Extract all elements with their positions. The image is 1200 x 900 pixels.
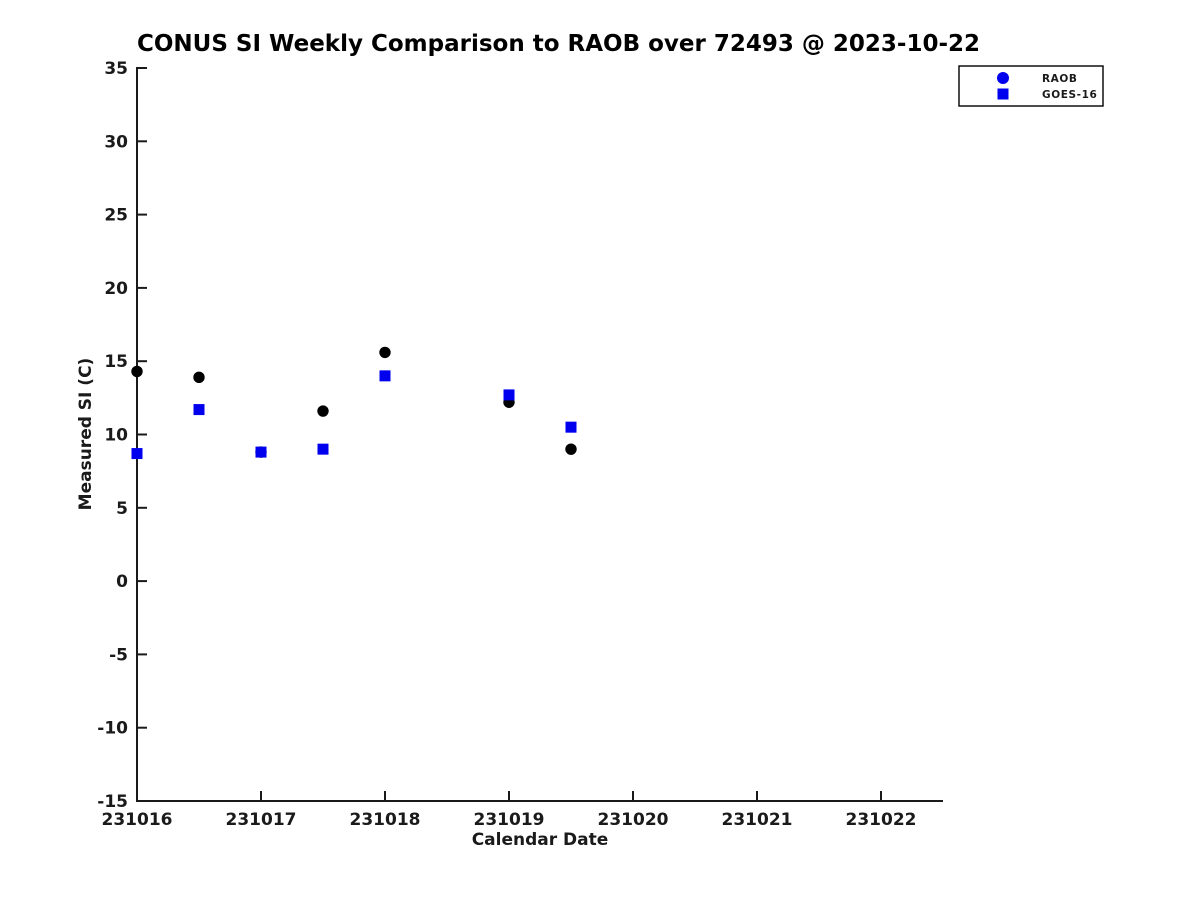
- legend-label-goes-16: GOES-16: [1042, 89, 1097, 101]
- y-tick-label: 15: [104, 352, 128, 372]
- x-axis-title: Calendar Date: [471, 830, 609, 850]
- x-tick-label: 231017: [226, 810, 297, 830]
- data-point-goes-16: [503, 389, 515, 401]
- y-tick-label: 35: [104, 59, 128, 79]
- data-point-raob: [193, 371, 205, 384]
- x-tick-label: 231016: [102, 810, 173, 830]
- data-point-raob: [131, 365, 143, 378]
- legend-box: [958, 65, 1104, 107]
- x-tick-label: 231018: [350, 810, 421, 830]
- data-point-goes-16: [565, 421, 577, 433]
- y-tick-label: -5: [109, 645, 128, 665]
- chart-title: CONUS SI Weekly Comparison to RAOB over …: [137, 31, 981, 57]
- y-tick-label: 10: [104, 426, 128, 446]
- y-tick-label: 30: [104, 132, 128, 152]
- legend-marker-raob-circle-icon: [997, 72, 1009, 84]
- data-point-goes-16: [255, 446, 267, 458]
- x-tick-label: 231020: [598, 810, 669, 830]
- data-point-raob: [379, 346, 391, 359]
- y-tick-label: 25: [104, 206, 128, 226]
- data-point-goes-16: [379, 370, 391, 382]
- data-point-goes-16: [131, 448, 143, 460]
- data-point-goes-16: [317, 443, 329, 455]
- data-point-raob: [317, 405, 329, 417]
- y-tick-label: 0: [116, 572, 128, 592]
- legend-marker-goes-16-square-icon: [997, 88, 1009, 100]
- y-tick-label: 5: [116, 499, 128, 519]
- y-tick-label: -15: [97, 792, 128, 812]
- y-tick-label: 20: [104, 279, 128, 299]
- x-tick-label: 231021: [722, 810, 793, 830]
- y-tick-label: -10: [97, 719, 128, 739]
- data-point-goes-16: [193, 404, 205, 416]
- x-tick-label: 231019: [474, 810, 545, 830]
- x-tick-label: 231022: [846, 810, 917, 830]
- legend-label-raob: RAOB: [1042, 73, 1078, 85]
- data-point-raob: [565, 443, 577, 455]
